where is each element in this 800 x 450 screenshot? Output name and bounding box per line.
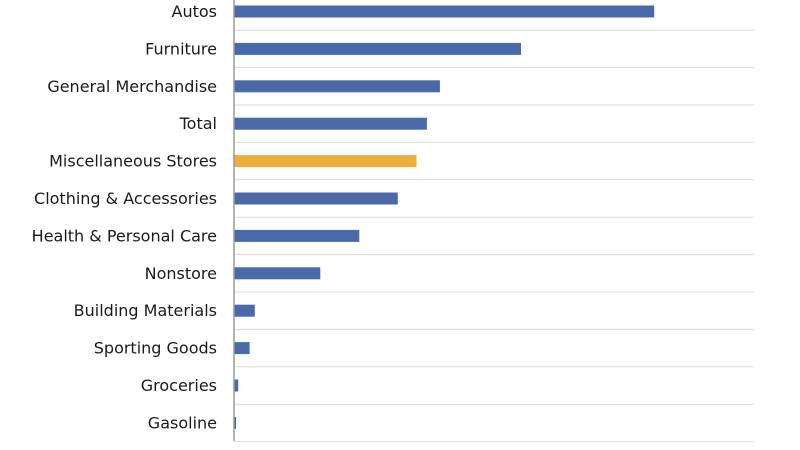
category-label: Furniture: [145, 39, 217, 58]
category-label: Nonstore: [145, 264, 217, 283]
bar-miscellaneous-stores: [234, 155, 417, 168]
category-label: Groceries: [141, 376, 217, 395]
bar-total: [234, 117, 427, 130]
bars: [234, 5, 655, 429]
category-label: Total: [179, 114, 217, 133]
category-label: General Merchandise: [47, 77, 217, 96]
category-label: Building Materials: [74, 301, 217, 320]
bar-clothing-accessories: [234, 192, 398, 205]
category-label: Clothing & Accessories: [34, 189, 217, 208]
bar-sporting-goods: [234, 342, 250, 355]
gridlines: [234, 29, 754, 443]
bar-autos: [234, 5, 655, 18]
bar-groceries: [234, 379, 239, 392]
bar-gasoline: [234, 416, 237, 429]
category-label: Sporting Goods: [94, 339, 217, 358]
bar-furniture: [234, 42, 521, 55]
category-label: Gasoline: [148, 413, 217, 432]
category-label: Health & Personal Care: [32, 226, 217, 245]
category-label: Autos: [172, 2, 217, 21]
bar-building-materials: [234, 304, 255, 317]
bar-nonstore: [234, 267, 321, 280]
category-label: Miscellaneous Stores: [49, 152, 217, 171]
bar-general-merchandise: [234, 80, 440, 93]
category-labels: Autos Furniture General Merchandise Total Mi…: [32, 2, 217, 432]
bar-health-personal-care: [234, 229, 360, 242]
